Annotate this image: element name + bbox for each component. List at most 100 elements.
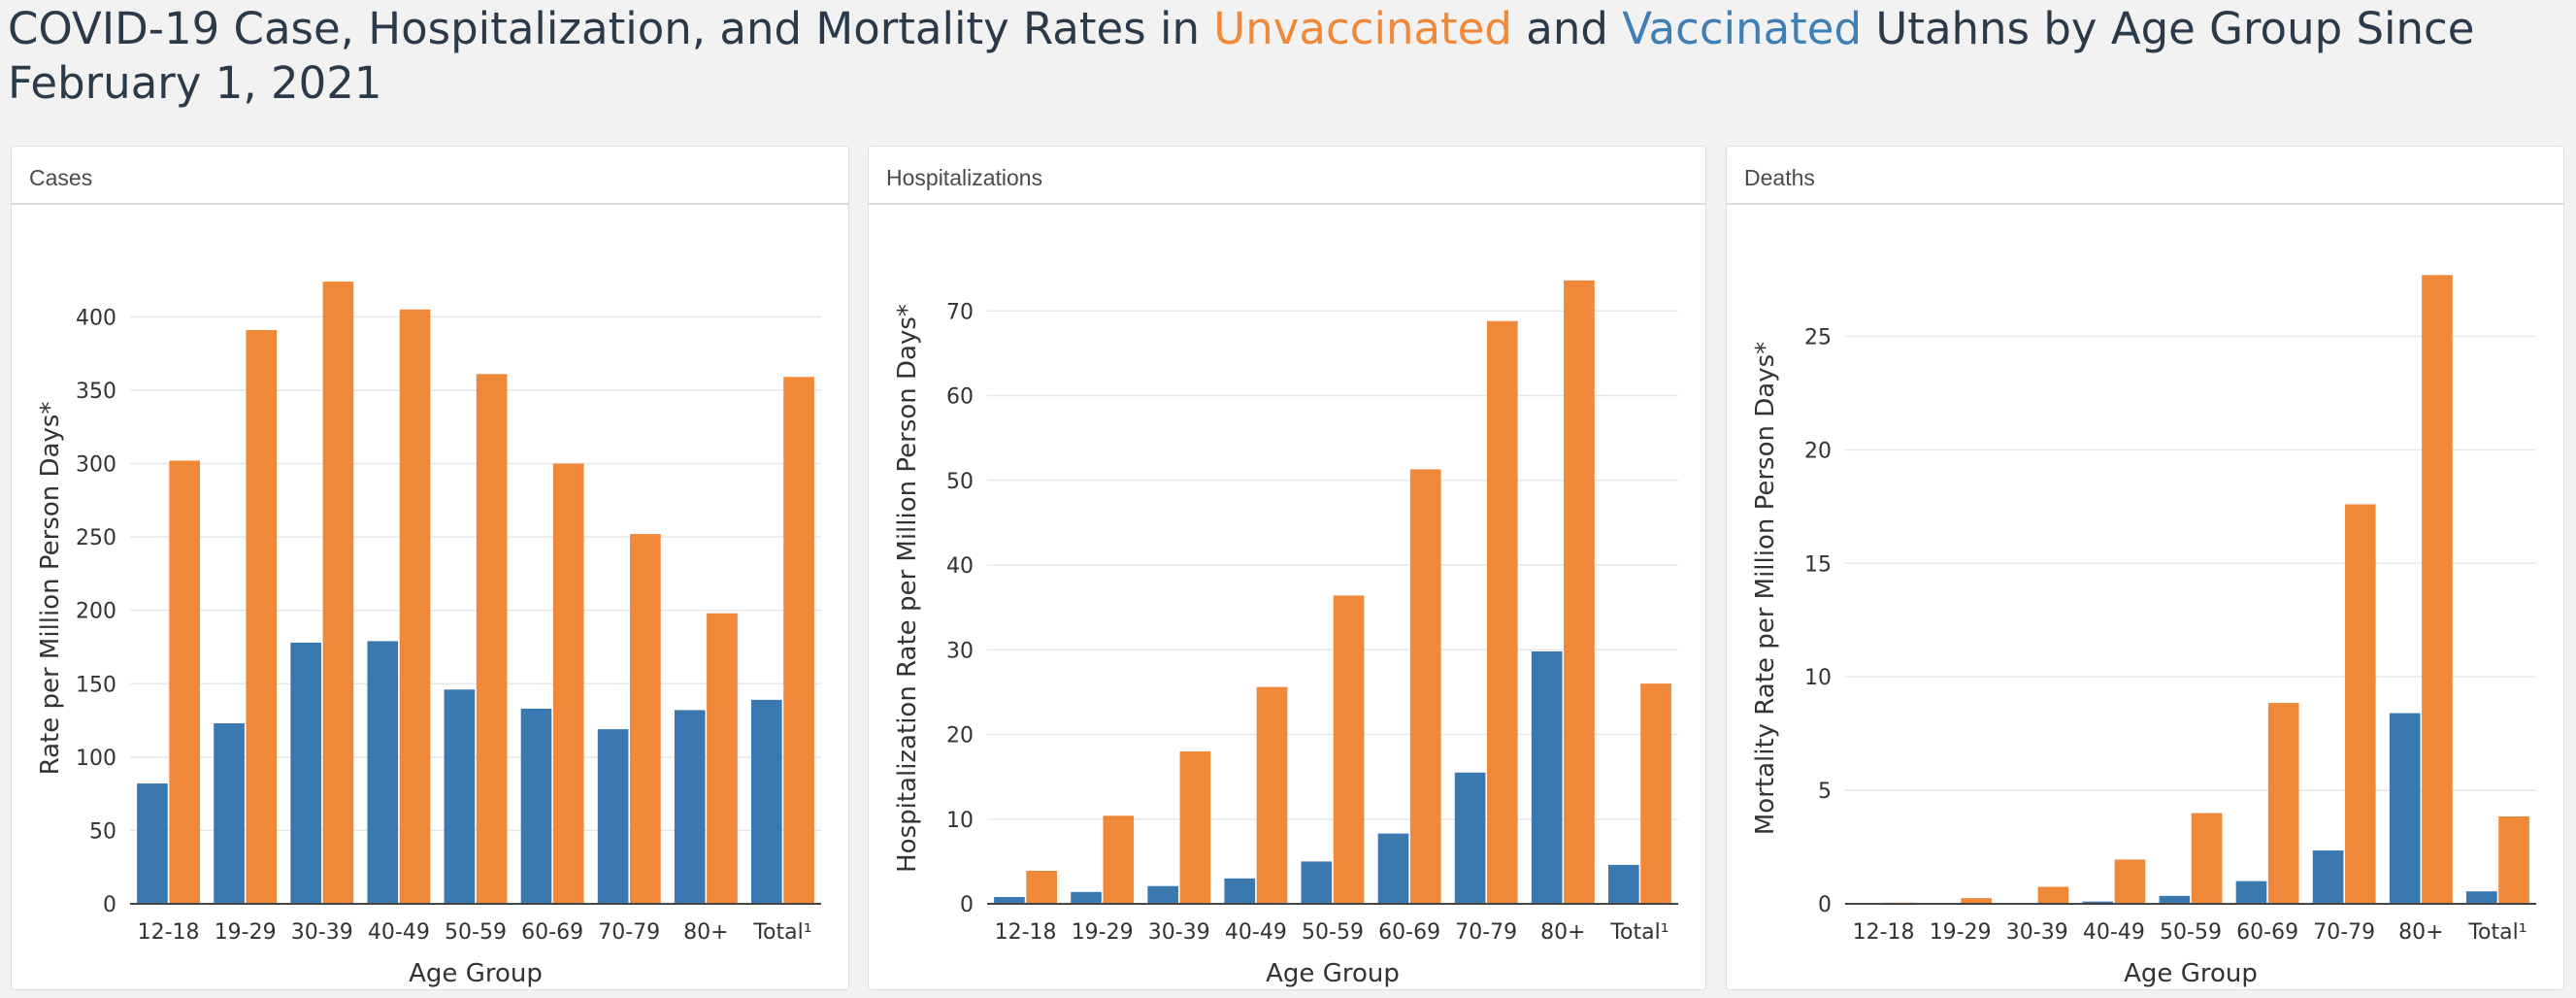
unvaccinated-bar[interactable]	[1026, 870, 1057, 904]
y-axis-title: Hospitalization Rate per Million Person …	[893, 304, 922, 873]
unvaccinated-bar[interactable]	[1179, 750, 1211, 904]
y-tick-label: 0	[103, 893, 116, 917]
cases-panel-header: Cases	[12, 147, 848, 205]
x-tick-label: 80+	[1540, 920, 1585, 945]
vaccinated-bar[interactable]	[2159, 895, 2191, 904]
vaccinated-bar[interactable]	[367, 641, 399, 904]
vaccinated-bar[interactable]	[290, 642, 321, 904]
vaccinated-bar[interactable]	[1147, 885, 1178, 904]
vaccinated-bar[interactable]	[2466, 891, 2497, 904]
x-tick-label: 60-69	[521, 920, 583, 945]
vaccinated-bar[interactable]	[751, 699, 782, 904]
y-tick-label: 100	[76, 747, 116, 771]
title-part2: and	[1511, 3, 1623, 54]
vaccinated-bar[interactable]	[2312, 850, 2344, 904]
y-axis-title: Mortality Rate per Million Person Days*	[1751, 342, 1780, 835]
unvaccinated-bar[interactable]	[1103, 815, 1135, 904]
x-tick-label: Total¹	[2467, 920, 2526, 945]
unvaccinated-bar[interactable]	[169, 460, 200, 904]
vaccinated-bar[interactable]	[1531, 651, 1563, 904]
x-tick-label: 50-59	[1302, 920, 1364, 945]
x-tick-label: 60-69	[1378, 920, 1440, 945]
y-tick-label: 300	[76, 453, 116, 478]
vaccinated-bar[interactable]	[674, 710, 706, 904]
x-tick-label: 30-39	[291, 920, 353, 945]
y-tick-label: 40	[946, 554, 974, 579]
unvaccinated-bar[interactable]	[2037, 886, 2069, 904]
vaccinated-bar[interactable]	[1224, 878, 1256, 904]
vaccinated-bar[interactable]	[994, 897, 1025, 904]
unvaccinated-bar[interactable]	[1256, 686, 1288, 904]
x-tick-label: 40-49	[1225, 920, 1287, 945]
vaccinated-bar[interactable]	[137, 783, 168, 904]
vaccinated-bar[interactable]	[1071, 891, 1102, 904]
unvaccinated-bar[interactable]	[2422, 275, 2453, 904]
unvaccinated-bar[interactable]	[1564, 280, 1595, 904]
cases-panel: Cases 0 50 100 150 200 250 300 350 400 12-18 19-29…	[11, 146, 849, 990]
y-tick-label: 400	[76, 306, 116, 330]
x-tick-label: 12-18	[995, 920, 1057, 945]
unvaccinated-bar[interactable]	[2498, 815, 2529, 904]
y-tick-label: 25	[1804, 325, 1832, 349]
vaccinated-bar[interactable]	[1301, 861, 1333, 904]
unvaccinated-bar[interactable]	[2191, 813, 2223, 904]
vaccinated-bar[interactable]	[2082, 901, 2114, 904]
unvaccinated-bar[interactable]	[1640, 683, 1671, 904]
vaccinated-bar[interactable]	[214, 723, 245, 904]
title-part3: Utahns by Age Group Since February 1, 20…	[8, 3, 2475, 109]
y-tick-label: 0	[1818, 893, 1832, 917]
x-tick-label: 40-49	[2083, 920, 2145, 945]
vaccinated-bar[interactable]	[520, 708, 552, 904]
unvaccinated-bar[interactable]	[246, 329, 278, 904]
vaccinated-bar[interactable]	[1377, 833, 1409, 904]
y-tick-label: 10	[946, 809, 974, 833]
y-tick-label: 150	[76, 673, 116, 697]
unvaccinated-bar[interactable]	[476, 374, 508, 904]
x-tick-label: 70-79	[2313, 920, 2375, 945]
x-tick-label: 30-39	[1148, 920, 1210, 945]
unvaccinated-bar[interactable]	[552, 463, 584, 904]
hospitalizations-panel-header: Hospitalizations	[869, 147, 1705, 205]
vaccinated-bar[interactable]	[1454, 772, 1486, 904]
unvaccinated-bar[interactable]	[1409, 469, 1441, 904]
unvaccinated-bar[interactable]	[630, 534, 661, 904]
y-tick-label: 30	[946, 639, 974, 663]
x-tick-label: 50-59	[2160, 920, 2222, 945]
deaths-panel-header: Deaths	[1727, 147, 2563, 205]
unvaccinated-bar[interactable]	[2114, 859, 2146, 904]
title-vaccinated: Vaccinated	[1622, 3, 1863, 54]
x-tick-label: 30-39	[2006, 920, 2068, 945]
vaccinated-bar[interactable]	[2389, 713, 2421, 904]
title-unvaccinated: Unvaccinated	[1213, 3, 1512, 54]
deaths-panel: Deaths 0 5 10 15 20 25 12-18 19-29 30-39 40-49 50-…	[1726, 146, 2564, 990]
y-tick-label: 200	[76, 600, 116, 624]
x-tick-label: 80+	[683, 920, 728, 945]
unvaccinated-bar[interactable]	[322, 282, 354, 904]
vaccinated-bar[interactable]	[597, 729, 629, 904]
vaccinated-bar[interactable]	[444, 689, 476, 904]
x-axis-title: Age Group	[2124, 959, 2258, 988]
unvaccinated-bar[interactable]	[2345, 504, 2376, 904]
unvaccinated-bar[interactable]	[2267, 703, 2299, 904]
x-tick-label: 19-29	[1072, 920, 1134, 945]
unvaccinated-bar[interactable]	[1333, 595, 1365, 904]
unvaccinated-bar[interactable]	[1961, 898, 1993, 904]
x-tick-label: 70-79	[598, 920, 660, 945]
page-title: COVID-19 Case, Hospitalization, and Mort…	[8, 2, 2551, 111]
vaccinated-bar[interactable]	[2235, 881, 2267, 904]
x-tick-label: 19-29	[215, 920, 277, 945]
y-tick-label: 250	[76, 526, 116, 550]
vaccinated-bar[interactable]	[1608, 864, 1639, 904]
y-tick-label: 50	[946, 470, 974, 494]
y-tick-label: 50	[89, 819, 116, 844]
y-tick-label: 60	[946, 385, 974, 410]
x-tick-label: 80+	[2398, 920, 2443, 945]
unvaccinated-bar[interactable]	[399, 309, 431, 904]
x-tick-label: Total¹	[1609, 920, 1668, 945]
unvaccinated-bar[interactable]	[1487, 320, 1518, 904]
unvaccinated-bar[interactable]	[783, 377, 814, 904]
y-tick-label: 70	[946, 300, 974, 324]
unvaccinated-bar[interactable]	[707, 613, 738, 904]
y-tick-label: 350	[76, 380, 116, 404]
y-tick-label: 0	[960, 893, 974, 917]
